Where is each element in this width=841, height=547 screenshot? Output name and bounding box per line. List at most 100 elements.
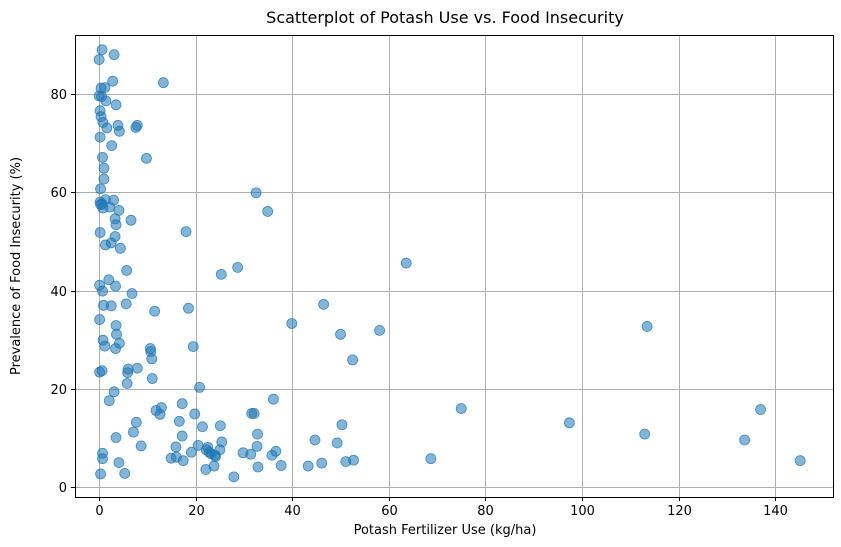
scatter-point <box>103 395 115 407</box>
scatter-point <box>641 321 653 332</box>
scatter-point <box>266 449 278 461</box>
scatter-point <box>187 341 199 353</box>
scatter-point <box>170 441 182 453</box>
scatter-point <box>108 386 120 398</box>
x-tick-label: 0 <box>95 504 103 519</box>
scatter-point <box>101 122 113 134</box>
scatter-point <box>252 461 264 473</box>
scatter-point <box>113 457 125 469</box>
scatter-point <box>135 440 147 452</box>
scatter-point <box>245 448 257 460</box>
scatter-point <box>131 362 143 374</box>
x-tick-label: 80 <box>477 504 494 519</box>
scatter-point <box>251 440 263 452</box>
scatter-point <box>141 152 152 164</box>
y-axis-label: Prevalence of Food Insecurity (%) <box>9 157 24 375</box>
scatter-point <box>128 426 139 438</box>
x-tick-label: 20 <box>188 504 205 519</box>
scatter-point <box>331 437 343 449</box>
scatter-point <box>425 453 437 465</box>
chart-title: Scatterplot of Potash Use vs. Food Insec… <box>266 8 624 27</box>
scatter-point <box>185 446 197 458</box>
scatter-point <box>121 265 133 276</box>
scatter-point <box>110 432 122 443</box>
scatter-point <box>316 457 328 469</box>
scatter-point <box>755 404 766 415</box>
scatter-point <box>93 54 105 65</box>
scatter-point <box>215 268 227 280</box>
scatter-point <box>268 393 279 405</box>
x-tick-label: 40 <box>284 504 301 519</box>
scatter-point <box>336 419 348 431</box>
data-points <box>93 44 806 483</box>
scatter-point <box>110 219 122 231</box>
scatter-point <box>108 49 120 61</box>
scatter-point <box>157 77 169 89</box>
scatter-point <box>114 242 126 254</box>
scatter-point <box>563 417 575 429</box>
scatter-point <box>110 280 121 292</box>
scatter-point <box>110 343 121 354</box>
scatter-point <box>146 353 158 365</box>
scatter-point <box>200 464 212 475</box>
scatter-point <box>130 416 142 428</box>
scatter-point <box>177 455 189 467</box>
scatter-point <box>146 373 158 384</box>
scatter-point <box>95 468 106 480</box>
y-tick-label: 40 <box>50 285 67 300</box>
scatter-point <box>250 187 262 199</box>
scatter-point <box>794 455 806 467</box>
scatter-point <box>94 131 106 143</box>
scatter-point <box>165 452 177 464</box>
scatter-point <box>106 140 118 151</box>
scatter-point <box>232 262 244 273</box>
scatter-point <box>96 44 108 56</box>
scatter-point <box>94 314 106 325</box>
scatter-point <box>262 206 274 217</box>
scatter-point <box>121 378 133 389</box>
y-tick-label: 20 <box>50 383 67 398</box>
scatter-point <box>97 151 108 163</box>
scatter-point <box>318 298 330 310</box>
scatter-point <box>94 366 106 378</box>
scatter-point <box>98 162 110 174</box>
scatter-point <box>246 408 258 419</box>
scatter-point <box>154 409 166 420</box>
scatter-point <box>194 381 205 393</box>
gridlines <box>75 35 833 497</box>
scatter-point <box>99 340 111 352</box>
scatter-point <box>130 122 142 133</box>
axis-ticks: 0 20 40 60 80 100 120 140 0 20 40 60 80 <box>50 88 787 519</box>
scatter-point <box>374 324 386 336</box>
scatter-point <box>214 420 226 432</box>
scatter-point <box>197 421 208 433</box>
scatter-point <box>228 471 240 483</box>
x-tick-label: 100 <box>570 504 595 519</box>
x-tick-label: 140 <box>763 504 788 519</box>
scatter-point <box>97 453 108 465</box>
scatter-point <box>125 214 137 226</box>
scatter-point <box>252 428 263 440</box>
scatter-point <box>176 398 188 410</box>
scatter-point <box>400 257 412 269</box>
scatter-point <box>180 226 192 238</box>
scatter-point <box>97 285 108 297</box>
scatter-point <box>110 99 122 111</box>
scatter-point <box>114 125 125 137</box>
scatter-point <box>275 460 287 471</box>
scatter-point <box>639 428 651 440</box>
scatter-point <box>183 302 194 314</box>
scatter-point <box>309 434 321 446</box>
scatter-point <box>173 415 185 427</box>
scatter-point <box>176 430 188 442</box>
scatter-point <box>100 95 112 107</box>
y-tick-label: 60 <box>50 186 67 201</box>
y-tick-label: 0 <box>59 481 67 496</box>
scatter-point <box>98 173 110 185</box>
scatter-point <box>97 202 109 214</box>
y-tick-label: 80 <box>50 88 67 103</box>
scatter-point <box>189 408 201 420</box>
scatter-point <box>103 274 115 286</box>
